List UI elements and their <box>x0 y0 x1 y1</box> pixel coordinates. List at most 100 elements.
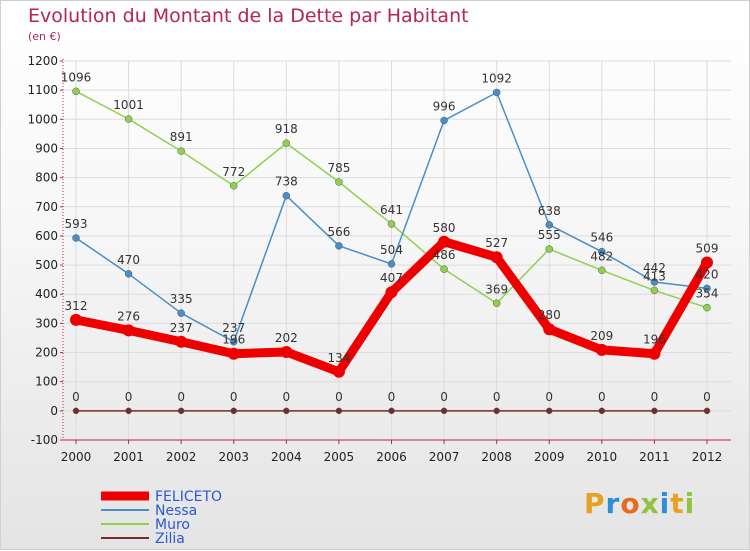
data-label-muro: 1001 <box>113 98 144 112</box>
data-label-nessa: 420 <box>696 267 719 281</box>
data-point-zilia <box>230 407 237 415</box>
data-point-zilia <box>72 407 80 415</box>
data-label-nessa: 470 <box>117 253 140 267</box>
y-tick-label: 1100 <box>27 83 58 97</box>
data-point-zilia <box>177 407 185 415</box>
x-tick-label: 2012 <box>692 450 723 464</box>
y-tick-label: 500 <box>35 258 58 272</box>
data-label-zilia: 0 <box>283 390 291 404</box>
data-label-nessa: 442 <box>643 261 666 275</box>
data-label-feliceto: 209 <box>590 329 613 343</box>
data-point-muro <box>545 245 553 253</box>
data-point-zilia <box>283 407 290 415</box>
data-point-muro <box>177 147 185 155</box>
data-label-nessa: 593 <box>65 217 88 231</box>
data-label-muro: 354 <box>696 287 719 301</box>
data-point-nessa <box>177 309 185 317</box>
legend-label-muro: Muro <box>155 517 190 533</box>
data-label-zilia: 0 <box>651 390 659 404</box>
y-tick-label: 0 <box>50 404 58 418</box>
x-tick-label: 2007 <box>429 450 460 464</box>
data-label-muro: 555 <box>538 228 561 242</box>
data-label-muro: 641 <box>380 203 403 217</box>
data-point-nessa <box>387 260 396 268</box>
data-label-zilia: 0 <box>598 390 606 404</box>
data-point-nessa <box>492 88 501 97</box>
x-tick-label: 2000 <box>61 450 92 464</box>
data-point-muro <box>72 87 80 96</box>
data-point-feliceto <box>227 347 240 360</box>
x-tick-label: 2009 <box>534 450 565 464</box>
data-point-nessa <box>282 191 291 200</box>
data-label-nessa: 335 <box>170 292 193 306</box>
data-point-muro <box>650 286 659 295</box>
data-label-muro: 1096 <box>61 70 92 84</box>
x-tick-label: 2005 <box>324 450 355 464</box>
data-point-feliceto <box>385 286 398 299</box>
data-label-nessa: 504 <box>380 243 403 257</box>
y-tick-label: 300 <box>35 316 58 330</box>
data-point-feliceto <box>438 235 451 248</box>
data-point-muro <box>387 220 396 228</box>
data-label-zilia: 0 <box>440 390 448 404</box>
data-label-feliceto: 202 <box>275 331 298 345</box>
data-label-zilia: 0 <box>125 390 133 404</box>
y-tick-label: 200 <box>35 346 58 360</box>
data-point-feliceto <box>595 343 608 356</box>
data-label-feliceto: 580 <box>433 221 456 235</box>
data-label-feliceto: 134 <box>327 351 350 365</box>
data-point-nessa <box>230 338 238 346</box>
data-point-nessa <box>72 234 80 242</box>
data-label-muro: 486 <box>433 248 456 262</box>
data-label-zilia: 0 <box>493 390 501 404</box>
chart-unit: (en €) <box>28 30 61 43</box>
data-label-nessa: 638 <box>538 204 561 218</box>
data-label-zilia: 0 <box>335 390 343 404</box>
data-label-feliceto: 312 <box>65 299 88 313</box>
data-label-feliceto: 196 <box>643 333 666 347</box>
data-label-muro: 482 <box>590 249 613 263</box>
data-label-muro: 918 <box>275 122 298 136</box>
data-label-feliceto: 237 <box>170 321 193 335</box>
data-label-feliceto: 509 <box>696 241 719 255</box>
data-label-muro: 772 <box>222 165 245 179</box>
x-tick-label: 2001 <box>113 450 144 464</box>
data-label-zilia: 0 <box>703 390 711 404</box>
data-point-muro <box>440 265 448 273</box>
y-tick-label: -100 <box>31 433 58 447</box>
data-point-muro <box>124 115 133 123</box>
legend-label-zilia: Zilia <box>155 531 185 547</box>
data-label-nessa: 738 <box>275 175 298 189</box>
x-tick-label: 2002 <box>166 450 197 464</box>
data-point-feliceto <box>648 347 661 360</box>
chart-title: Evolution du Montant de la Dette par Hab… <box>28 5 469 27</box>
data-point-nessa <box>703 284 711 293</box>
data-label-nessa: 546 <box>590 231 613 245</box>
data-point-zilia <box>598 407 606 415</box>
x-tick-label: 2006 <box>376 450 407 464</box>
data-point-feliceto <box>543 323 556 336</box>
legend-label-feliceto: FELICETO <box>155 489 222 505</box>
data-point-nessa <box>598 247 606 256</box>
data-point-feliceto <box>122 324 135 337</box>
data-label-zilia: 0 <box>72 390 80 404</box>
data-point-feliceto <box>701 256 713 269</box>
data-label-nessa: 237 <box>222 321 245 335</box>
data-label-feliceto: 280 <box>538 308 561 322</box>
data-point-nessa <box>440 116 448 125</box>
data-label-feliceto: 276 <box>117 309 140 323</box>
y-tick-label: 900 <box>35 141 58 155</box>
data-label-zilia: 0 <box>545 390 553 404</box>
data-point-muro <box>492 299 501 308</box>
y-tick-label: 1000 <box>27 112 58 126</box>
y-tick-label: 800 <box>35 171 58 185</box>
data-point-zilia <box>493 407 500 415</box>
data-point-nessa <box>545 221 553 229</box>
y-tick-label: 1200 <box>27 54 58 68</box>
data-label-feliceto: 527 <box>485 236 508 250</box>
y-tick-label: 700 <box>35 200 58 214</box>
data-point-muro <box>282 139 291 147</box>
data-point-nessa <box>335 242 343 250</box>
data-label-nessa: 1092 <box>481 71 512 85</box>
